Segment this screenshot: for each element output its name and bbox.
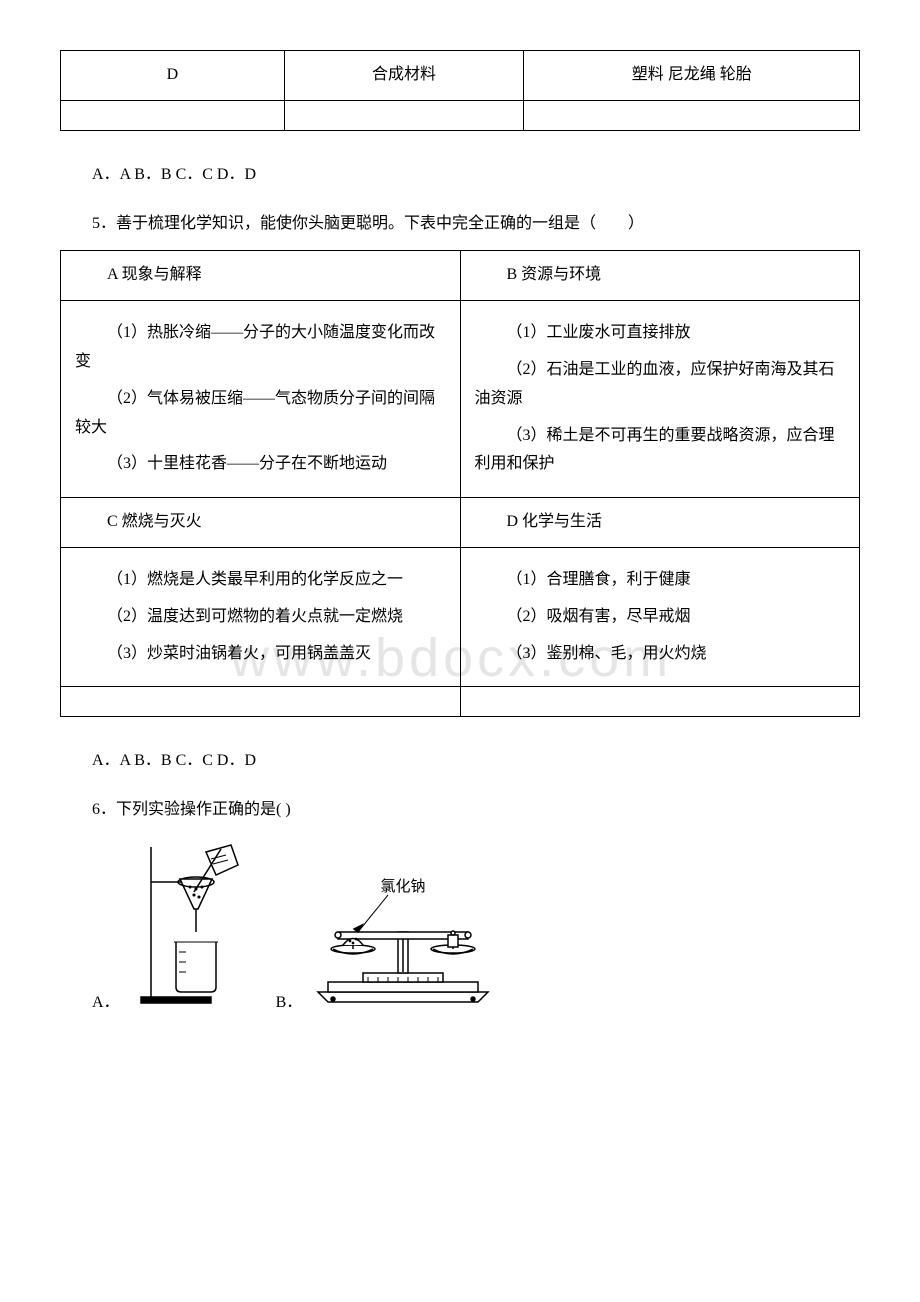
empty-cell [284,100,524,130]
figure-A: A． [92,837,256,1018]
table-row: D 合成材料 塑料 尼龙绳 轮胎 [61,51,860,101]
cell-C-title: C 燃烧与灭火 [61,498,461,548]
list-item: （1）合理膳食，利于健康 [475,566,846,595]
list-item: （2）吸烟有害，尽早戒烟 [475,603,846,632]
figure-row: A． [92,837,860,1018]
material-table: D 合成材料 塑料 尼龙绳 轮胎 [60,50,860,131]
list-item: （2）石油是工业的血液，应保护好南海及其石油资源 [475,356,846,414]
list-item: （1）燃烧是人类最早利用的化学反应之一 [75,566,446,595]
cell-A-title: A 现象与解释 [61,251,461,301]
figure-B-label: B． [276,989,303,1018]
table-row: （1）燃烧是人类最早利用的化学反应之一 （2）温度达到可燃物的着火点就一定燃烧 … [61,547,860,686]
empty-cell [61,687,461,717]
q4-answer-options: A．A B．B C．C D．D [60,161,860,190]
list-item: （2）温度达到可燃物的着火点就一定燃烧 [75,603,446,632]
empty-cell [460,687,860,717]
table-row: C 燃烧与灭火 D 化学与生活 [61,498,860,548]
empty-cell [524,100,860,130]
figure-B: B． 氯化钠 [276,877,499,1018]
list-item: （3）鉴别棉、毛，用火灼烧 [475,640,846,669]
balance-weighing-icon: 氯化钠 [308,877,498,1018]
q5-answer-options: A．A B．B C．C D．D [60,747,860,776]
balance-caption: 氯化钠 [381,878,426,895]
list-item: （1）热胀冷缩——分子的大小随温度变化而改变 [75,319,446,377]
cell-A-content: （1）热胀冷缩——分子的大小随温度变化而改变 （2）气体易被压缩——气态物质分子… [61,301,461,498]
table-row [61,100,860,130]
cell-category: 合成材料 [284,51,524,101]
empty-cell [61,100,285,130]
cell-D-title: D 化学与生活 [460,498,860,548]
q6-stem: 6．下列实验操作正确的是( ) [60,796,860,825]
knowledge-table: A 现象与解释 B 资源与环境 （1）热胀冷缩——分子的大小随温度变化而改变 （… [60,250,860,717]
list-item: （3）炒菜时油锅着火，可用锅盖盖灭 [75,640,446,669]
cell-option: D [61,51,285,101]
cell-B-content: （1）工业废水可直接排放 （2）石油是工业的血液，应保护好南海及其石油资源 （3… [460,301,860,498]
cell-C-content: （1）燃烧是人类最早利用的化学反应之一 （2）温度达到可燃物的着火点就一定燃烧 … [61,547,461,686]
figure-A-label: A． [92,989,120,1018]
cell-B-title: B 资源与环境 [460,251,860,301]
filtration-apparatus-icon [126,837,256,1018]
list-item: （3）十里桂花香——分子在不断地运动 [75,450,446,479]
q5-stem: 5．善于梳理化学知识，能使你头脑更聪明。下表中完全正确的一组是（ ） [60,210,860,239]
cell-D-content: （1）合理膳食，利于健康 （2）吸烟有害，尽早戒烟 （3）鉴别棉、毛，用火灼烧 [460,547,860,686]
table-row: A 现象与解释 B 资源与环境 [61,251,860,301]
cell-items: 塑料 尼龙绳 轮胎 [524,51,860,101]
table-row [61,687,860,717]
table-row: （1）热胀冷缩——分子的大小随温度变化而改变 （2）气体易被压缩——气态物质分子… [61,301,860,498]
list-item: （2）气体易被压缩——气态物质分子间的间隔较大 [75,385,446,443]
list-item: （3）稀土是不可再生的重要战略资源，应合理利用和保护 [475,422,846,480]
list-item: （1）工业废水可直接排放 [475,319,846,348]
